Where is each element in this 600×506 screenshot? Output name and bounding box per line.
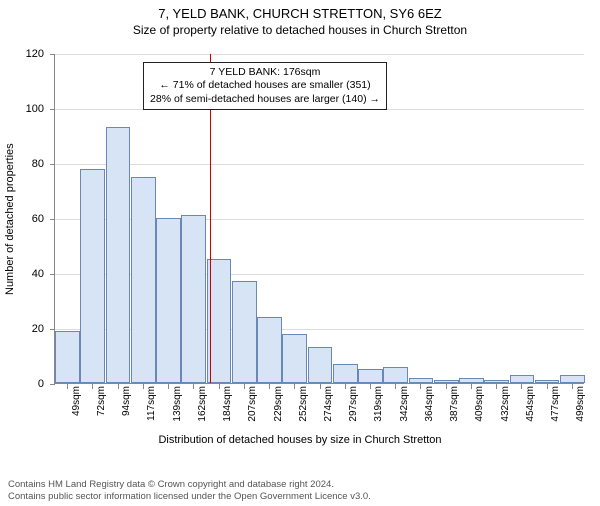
footer-attribution: Contains HM Land Registry data © Crown c… — [8, 479, 371, 502]
histogram-bar — [55, 331, 80, 383]
plot-area: 7 YELD BANK: 176sqm← 71% of detached hou… — [54, 54, 584, 384]
histogram-bar — [181, 215, 206, 383]
histogram-bar — [560, 375, 585, 383]
chart-title: 7, YELD BANK, CHURCH STRETTON, SY6 6EZ — [0, 6, 600, 21]
annotation-line: 7 YELD BANK: 176sqm — [150, 66, 380, 79]
y-tick-label: 0 — [38, 378, 44, 390]
x-axis-labels: 49sqm 72sqm 94sqm 117sqm 139sqm 162sqm 184sqm 2… — [54, 386, 584, 434]
y-tick-label: 40 — [32, 268, 44, 280]
x-tick-label: 342sqm — [399, 386, 410, 422]
y-axis-labels: 020406080100120 — [0, 54, 48, 384]
x-tick-label: 162sqm — [197, 386, 208, 422]
histogram-bar — [308, 347, 333, 383]
x-tick-label: 454sqm — [525, 386, 536, 422]
x-tick-label: 117sqm — [146, 386, 157, 421]
footer-line1: Contains HM Land Registry data © Crown c… — [8, 479, 371, 490]
x-tick-label: 94sqm — [121, 386, 132, 416]
histogram-bar — [257, 317, 282, 383]
x-tick-label: 49sqm — [71, 386, 82, 416]
x-tick-label: 139sqm — [172, 386, 183, 422]
x-tick-label: 477sqm — [550, 386, 561, 422]
histogram-bar — [409, 378, 434, 384]
histogram-bar — [106, 127, 131, 383]
annotation-line: ← 71% of detached houses are smaller (35… — [150, 79, 380, 92]
histogram-bar — [434, 380, 459, 383]
histogram-bar — [232, 281, 257, 383]
grid-line — [55, 164, 584, 165]
histogram-bar — [156, 218, 181, 383]
histogram-bar — [484, 380, 509, 383]
x-tick-label: 229sqm — [273, 386, 284, 422]
histogram-bar — [333, 364, 358, 383]
x-tick-label: 184sqm — [222, 386, 233, 422]
y-tick-label: 100 — [26, 103, 44, 115]
x-axis-title: Distribution of detached houses by size … — [0, 434, 600, 446]
x-tick-label: 297sqm — [348, 386, 359, 422]
x-tick-label: 499sqm — [575, 386, 586, 422]
x-tick-label: 364sqm — [424, 386, 435, 422]
y-tick-label: 60 — [32, 213, 44, 225]
y-tick-label: 80 — [32, 158, 44, 170]
histogram-bar — [131, 177, 156, 383]
x-tick-label: 387sqm — [449, 386, 460, 422]
x-tick-label: 432sqm — [500, 386, 511, 422]
histogram-bar — [459, 378, 484, 384]
x-tick-label: 319sqm — [373, 386, 384, 422]
x-tick-label: 207sqm — [247, 386, 258, 422]
y-tick-label: 120 — [26, 48, 44, 60]
x-tick-label: 274sqm — [323, 386, 334, 422]
y-tick-label: 20 — [32, 323, 44, 335]
chart-subtitle: Size of property relative to detached ho… — [0, 23, 600, 37]
histogram-bar — [535, 380, 560, 383]
x-tick-label: 409sqm — [474, 386, 485, 422]
annotation-box: 7 YELD BANK: 176sqm← 71% of detached hou… — [143, 62, 387, 109]
histogram-bar — [383, 367, 408, 384]
annotation-line: 28% of semi-detached houses are larger (… — [150, 93, 380, 106]
x-tick-label: 252sqm — [298, 386, 309, 422]
histogram-bar — [282, 334, 307, 384]
chart-container: Number of detached properties 0204060801… — [0, 46, 600, 441]
x-tick-label: 72sqm — [96, 386, 107, 416]
histogram-bar — [510, 375, 535, 383]
histogram-bar — [80, 169, 105, 384]
histogram-bar — [358, 369, 383, 383]
grid-line — [55, 54, 584, 55]
footer-line2: Contains public sector information licen… — [8, 491, 371, 502]
